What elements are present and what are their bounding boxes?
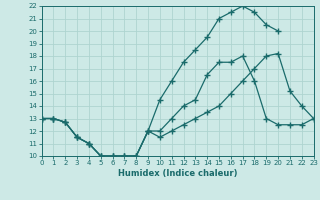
X-axis label: Humidex (Indice chaleur): Humidex (Indice chaleur) [118, 169, 237, 178]
